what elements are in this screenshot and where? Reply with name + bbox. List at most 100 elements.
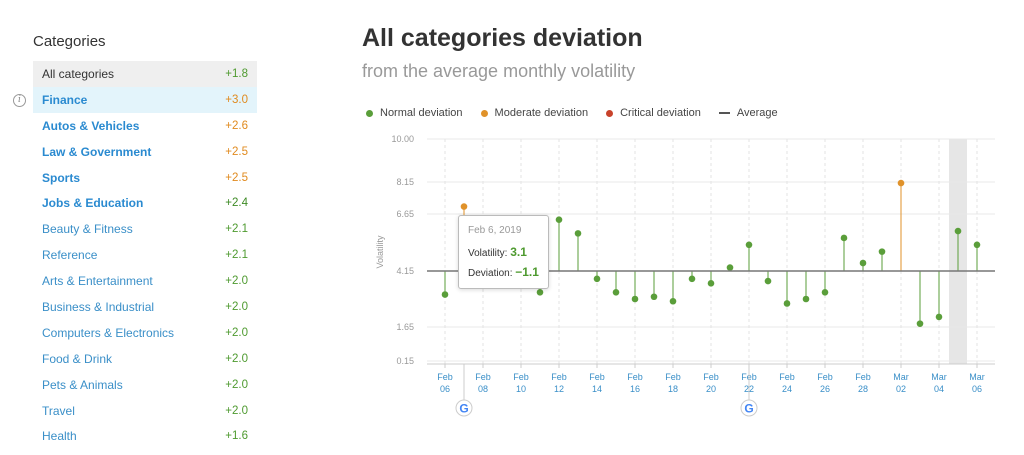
x-tick-label-day: 06 — [440, 384, 450, 394]
category-item[interactable]: Autos & Vehicles +2.6 — [33, 113, 257, 139]
category-value: +2.0 — [225, 300, 248, 313]
deviation-point — [612, 288, 620, 296]
deviation-point — [574, 230, 582, 237]
page-subtitle: from the average monthly volatility — [362, 61, 636, 81]
x-tick-label-day: 24 — [782, 384, 792, 394]
x-tick-label-day: 14 — [592, 384, 602, 394]
deviation-point — [878, 248, 886, 255]
category-item[interactable]: Sports +2.5 — [33, 165, 257, 191]
category-item[interactable]: Business & Industrial +2.0 — [33, 294, 257, 320]
y-tick-label: 8.15 — [396, 177, 414, 187]
legend-average-line — [718, 112, 730, 114]
tooltip-volatility: Volatility: 3.1 — [468, 245, 539, 259]
deviation-point — [954, 227, 962, 235]
deviation-point — [764, 277, 772, 285]
x-tick-label-day: 16 — [630, 384, 640, 394]
category-item[interactable]: Beauty & Fitness +2.1 — [33, 216, 257, 242]
x-tick-label-month: Feb — [551, 372, 567, 382]
x-tick-label-day: 12 — [554, 384, 564, 394]
google-update-icon — [455, 399, 473, 417]
y-tick-label: 0.15 — [396, 356, 414, 366]
y-tick-label: 10.00 — [391, 134, 414, 144]
x-tick-label-month: Mar — [969, 372, 985, 382]
deviation-point — [821, 288, 829, 296]
tooltip-date: Feb 6, 2019 — [468, 225, 522, 236]
deviation-point — [840, 234, 848, 242]
category-value: +2.1 — [225, 223, 248, 236]
x-tick-label-month: Feb — [703, 372, 719, 382]
category-name: Finance — [42, 92, 88, 107]
info-icon[interactable]: i — [13, 93, 26, 107]
category-name: Health — [42, 429, 77, 444]
category-item[interactable]: Pets & Animals +2.0 — [33, 372, 257, 398]
category-name: Jobs & Education — [42, 196, 144, 211]
legend-average[interactable]: Average — [718, 107, 778, 119]
category-name: Travel — [42, 403, 75, 418]
google-update-icon — [740, 399, 758, 417]
category-value: +2.6 — [225, 119, 248, 132]
category-item[interactable]: Food & Drink +2.0 — [33, 346, 257, 372]
category-name: Pets & Animals — [42, 377, 123, 392]
google-icon-glyph: G — [744, 402, 753, 416]
x-tick-label-day: 04 — [934, 384, 944, 394]
legend-moderate-dot — [480, 109, 488, 117]
category-name: Sports — [42, 170, 81, 185]
category-value: +2.4 — [225, 197, 248, 210]
x-tick-label-month: Feb — [817, 372, 833, 382]
category-value: +3.0 — [225, 93, 248, 106]
legend-critical[interactable]: Critical deviation — [606, 107, 701, 119]
legend-normal-label: Normal deviation — [380, 107, 463, 119]
legend-moderate[interactable]: Moderate deviation — [480, 107, 589, 119]
category-value: +1.8 — [225, 67, 248, 80]
deviation-point — [859, 259, 867, 267]
category-item[interactable]: Health +1.6 — [33, 423, 257, 449]
x-tick-label-month: Feb — [855, 372, 871, 382]
category-value: +2.0 — [225, 378, 248, 391]
x-tick-label-day: 20 — [706, 384, 716, 394]
deviation-point — [441, 291, 449, 298]
chart-legend: Normal deviation Moderate deviation Crit… — [366, 107, 778, 119]
category-item[interactable]: Jobs & Education +2.4 — [33, 190, 257, 216]
legend-normal-dot — [366, 109, 373, 117]
category-item[interactable]: Arts & Entertainment +2.0 — [33, 268, 257, 294]
deviation-point — [707, 280, 715, 287]
category-name: Food & Drink — [42, 351, 113, 366]
category-name: All categories — [42, 66, 115, 81]
category-value: +2.0 — [225, 275, 248, 288]
y-tick-label: 1.65 — [396, 322, 414, 332]
x-tick-label-day: 10 — [516, 384, 526, 394]
category-item[interactable]: Travel +2.0 — [33, 398, 257, 424]
x-tick-label-month: Mar — [893, 372, 909, 382]
legend-moderate-label: Moderate deviation — [494, 107, 589, 119]
tooltip-deviation-value: −1.1 — [515, 265, 539, 279]
legend-average-label: Average — [736, 107, 778, 119]
x-tick-label-day: 28 — [858, 384, 868, 394]
page-title: All categories deviation — [362, 24, 643, 52]
category-item[interactable]: Computers & Electronics +2.0 — [33, 320, 257, 346]
deviation-point — [631, 295, 639, 303]
legend-normal[interactable]: Normal deviation — [366, 107, 463, 119]
chart-tooltip: Feb 6, 2019 Volatility: 3.1 Deviation: −… — [458, 215, 549, 289]
x-tick-label-day: 06 — [972, 384, 982, 394]
category-name: Business & Industrial — [42, 299, 155, 314]
category-name: Computers & Electronics — [42, 325, 175, 340]
tooltip-deviation: Deviation: −1.1 — [468, 265, 539, 279]
category-name: Arts & Entertainment — [42, 274, 153, 289]
deviation-point — [650, 293, 658, 301]
category-value: +2.0 — [225, 404, 248, 417]
category-item[interactable]: Finance +3.0 i — [13, 86, 257, 113]
category-item[interactable]: Reference +2.1 — [33, 242, 257, 268]
legend-critical-dot — [606, 109, 614, 117]
category-item[interactable]: Law & Government +2.5 — [33, 139, 257, 165]
y-axis-label: Volatility — [375, 235, 385, 269]
category-name: Autos & Vehicles — [42, 118, 140, 133]
x-tick-label-month: Mar — [931, 372, 947, 382]
category-list: All categories +1.8 Finance +3.0 i Autos & Ve… — [13, 61, 257, 449]
deviation-point — [460, 203, 468, 210]
category-name: Reference — [42, 248, 98, 263]
category-item[interactable]: All categories +1.8 — [33, 61, 257, 87]
x-tick-label-month: Feb — [665, 372, 681, 382]
deviation-point — [935, 313, 943, 321]
legend-critical-label: Critical deviation — [620, 107, 701, 119]
deviation-point — [593, 275, 601, 283]
